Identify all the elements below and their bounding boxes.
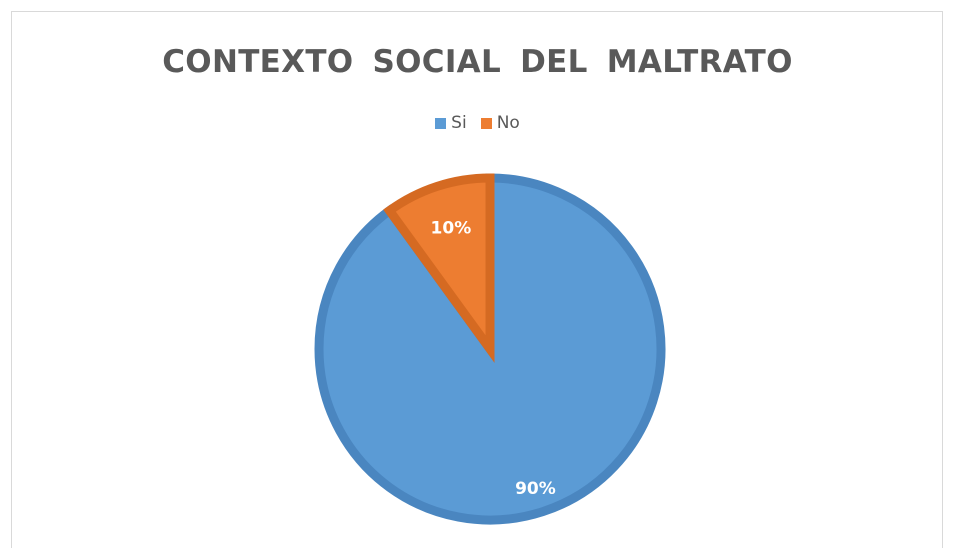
legend-item-no: No [480,113,520,133]
pie-slice-no [383,173,495,363]
chart-title: CONTEXTO SOCIAL DEL MALTRATO [162,44,793,80]
data-label-no: 10% [431,219,472,239]
legend-label-no: No [496,113,520,133]
legend-item-si: Si [435,113,467,133]
data-label-si: 90% [515,479,556,499]
legend-label-si: Si [451,113,467,133]
legend-swatch-no [480,117,492,129]
pie-slice-si [314,173,666,525]
legend: Si No [0,113,955,133]
legend-swatch-si [435,117,447,129]
